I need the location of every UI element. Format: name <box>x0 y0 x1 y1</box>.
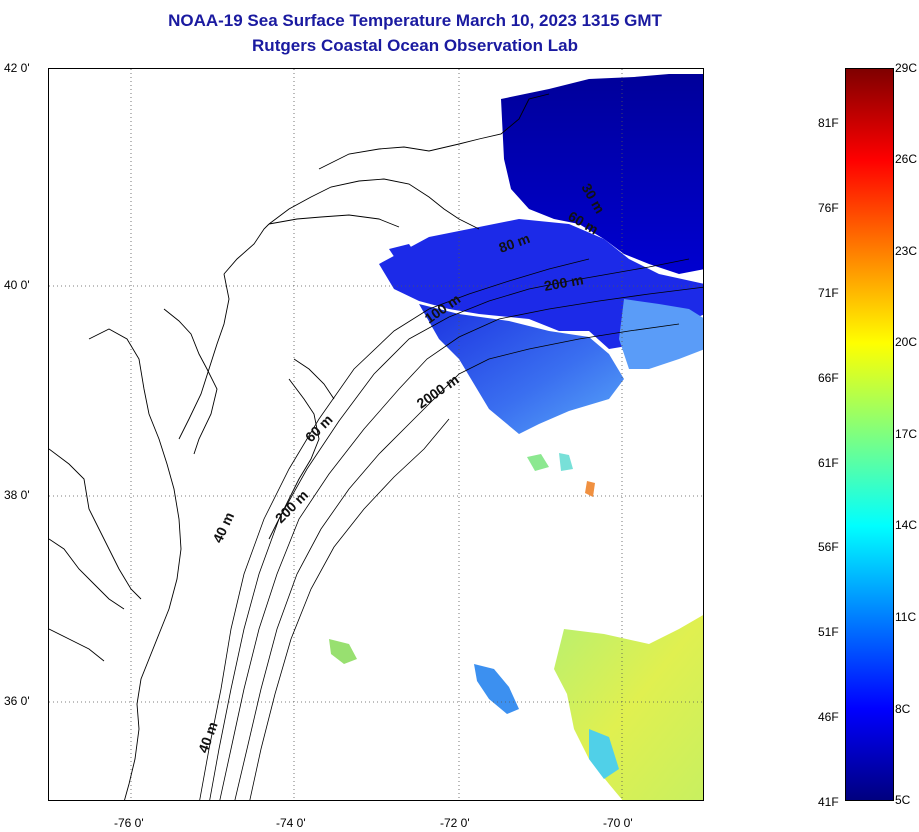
cbar-f-61: 61F <box>818 456 839 470</box>
sst-patch-south-cyan <box>589 729 619 779</box>
lat-label-36: 36 0' <box>4 694 30 708</box>
lat-label-40: 40 0' <box>4 278 30 292</box>
contour-label-40m-mid: 40 m <box>209 510 237 546</box>
sst-patch-slope <box>419 304 624 434</box>
contour-label-200m-mid: 200 m <box>272 487 311 526</box>
contour-label-2000m: 2000 m <box>414 371 462 411</box>
cbar-f-81: 81F <box>818 116 839 130</box>
cbar-c-20: 20C <box>895 335 918 349</box>
cbar-c-8: 8C <box>895 702 911 716</box>
sst-patch-warm1 <box>527 454 549 471</box>
sst-patch-south-big <box>554 615 703 800</box>
cbar-c-14: 14C <box>895 518 918 532</box>
lon-label-74: -74 0' <box>276 816 306 830</box>
lon-label-70: -70 0' <box>603 816 633 830</box>
cbar-f-51: 51F <box>818 625 839 639</box>
contour-label-200m-north: 200 m <box>543 271 585 294</box>
cbar-f-46: 46F <box>818 710 839 724</box>
lat-label-38: 38 0' <box>4 488 30 502</box>
sst-data-layer <box>329 74 703 800</box>
coastline <box>49 93 550 800</box>
sst-patch-long-island <box>389 244 419 264</box>
bathymetry-contours <box>199 258 703 800</box>
sst-patch-south-blue <box>474 664 519 714</box>
lat-label-42: 42 0' <box>4 61 30 75</box>
cbar-f-41: 41F <box>818 795 839 809</box>
cbar-f-76: 76F <box>818 201 839 215</box>
cbar-c-17: 17C <box>895 427 918 441</box>
colorbar <box>845 68 894 801</box>
lon-label-76: -76 0' <box>114 816 144 830</box>
cbar-c-5: 5C <box>895 793 911 807</box>
colorbar-gradient <box>846 69 893 800</box>
sst-patch-east <box>619 299 703 369</box>
sst-patch-gulf-of-maine <box>501 74 703 274</box>
sst-patch-warm2 <box>559 453 573 471</box>
sst-map: 30 m 60 m 80 m 200 m 100 m 2000 m 60 m 2… <box>48 68 704 801</box>
sst-patch-warm3 <box>585 481 595 497</box>
sst-patch-south-small <box>329 639 357 664</box>
cbar-f-66: 66F <box>818 371 839 385</box>
contour-label-40m-south: 40 m <box>195 720 221 755</box>
cbar-c-23: 23C <box>895 244 918 258</box>
graticule <box>49 69 703 800</box>
map-canvas: 30 m 60 m 80 m 200 m 100 m 2000 m 60 m 2… <box>49 69 703 800</box>
map-title: NOAA-19 Sea Surface Temperature March 10… <box>168 11 662 30</box>
cbar-f-71: 71F <box>818 286 839 300</box>
cbar-c-29: 29C <box>895 61 918 75</box>
cbar-c-11: 11C <box>895 610 917 624</box>
cbar-f-56: 56F <box>818 540 839 554</box>
lon-label-72: -72 0' <box>440 816 470 830</box>
cbar-c-26: 26C <box>895 152 918 166</box>
map-subtitle: Rutgers Coastal Ocean Observation Lab <box>252 36 578 55</box>
